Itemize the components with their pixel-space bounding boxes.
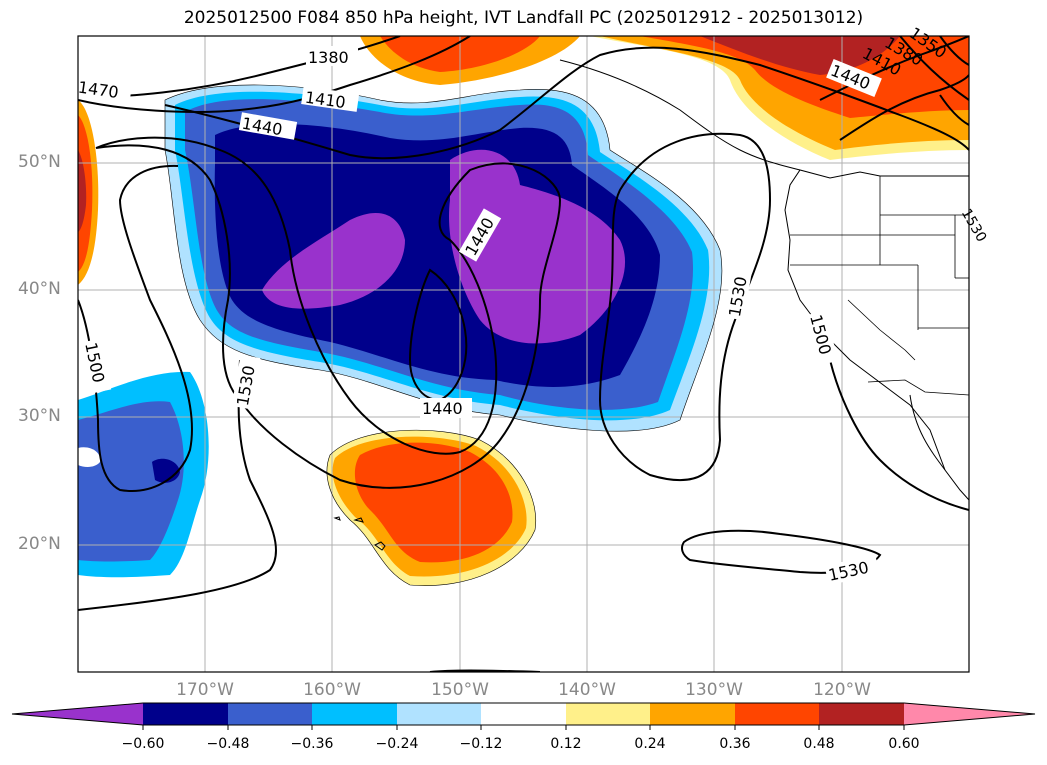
colorbar-tick-label: −0.60 [121,736,165,752]
shading-outlines [164,84,723,586]
map-title: 2025012500 F084 850 hPa height, IVT Land… [183,8,864,28]
colorbar-tick-label: −0.48 [206,736,250,752]
colorbar-segment [650,703,735,725]
lon-label: 160°W [303,680,361,700]
contour-label: 1380 [308,48,349,67]
colorbar-segment [143,703,228,725]
colorbar-tick-label: −0.24 [375,736,419,752]
lon-label: 120°W [813,680,871,700]
colorbar [11,702,1036,730]
lon-label: 130°W [685,680,743,700]
colorbar-tick-label: 0.12 [550,736,582,752]
lat-label: 40°N [18,279,61,299]
colorbar-segment [735,703,819,725]
state-borders [790,176,970,396]
lon-label: 170°W [176,680,234,700]
colorbar-tick-label: −0.36 [290,736,334,752]
lat-label: 20°N [18,534,61,554]
colorbar-segment [481,703,566,725]
lat-label: 30°N [18,406,61,426]
colorbar-tick-label: 0.60 [888,736,920,752]
coastlines [333,59,969,551]
colorbar-tick-label: −0.12 [459,736,503,752]
colorbar-segment [397,703,481,725]
colorbar-segment [12,703,143,725]
graticule [78,36,969,672]
colorbar-tick-label: 0.48 [803,736,835,752]
colorbar-segment [228,703,312,725]
lon-label: 150°W [431,680,489,700]
contour-label: 1440 [422,399,463,418]
map-frame [77,35,970,673]
lat-label: 50°N [18,152,61,172]
lon-label: 140°W [558,680,616,700]
colorbar-tick-label: 0.24 [634,736,666,752]
colorbar-tick-label: 0.36 [719,736,751,752]
colorbar-segment [904,703,1035,725]
colorbar-segment [566,703,650,725]
height-contours [78,36,969,672]
ivt-shading [78,36,969,586]
colorbar-segment [312,703,397,725]
colorbar-segment [819,703,904,725]
